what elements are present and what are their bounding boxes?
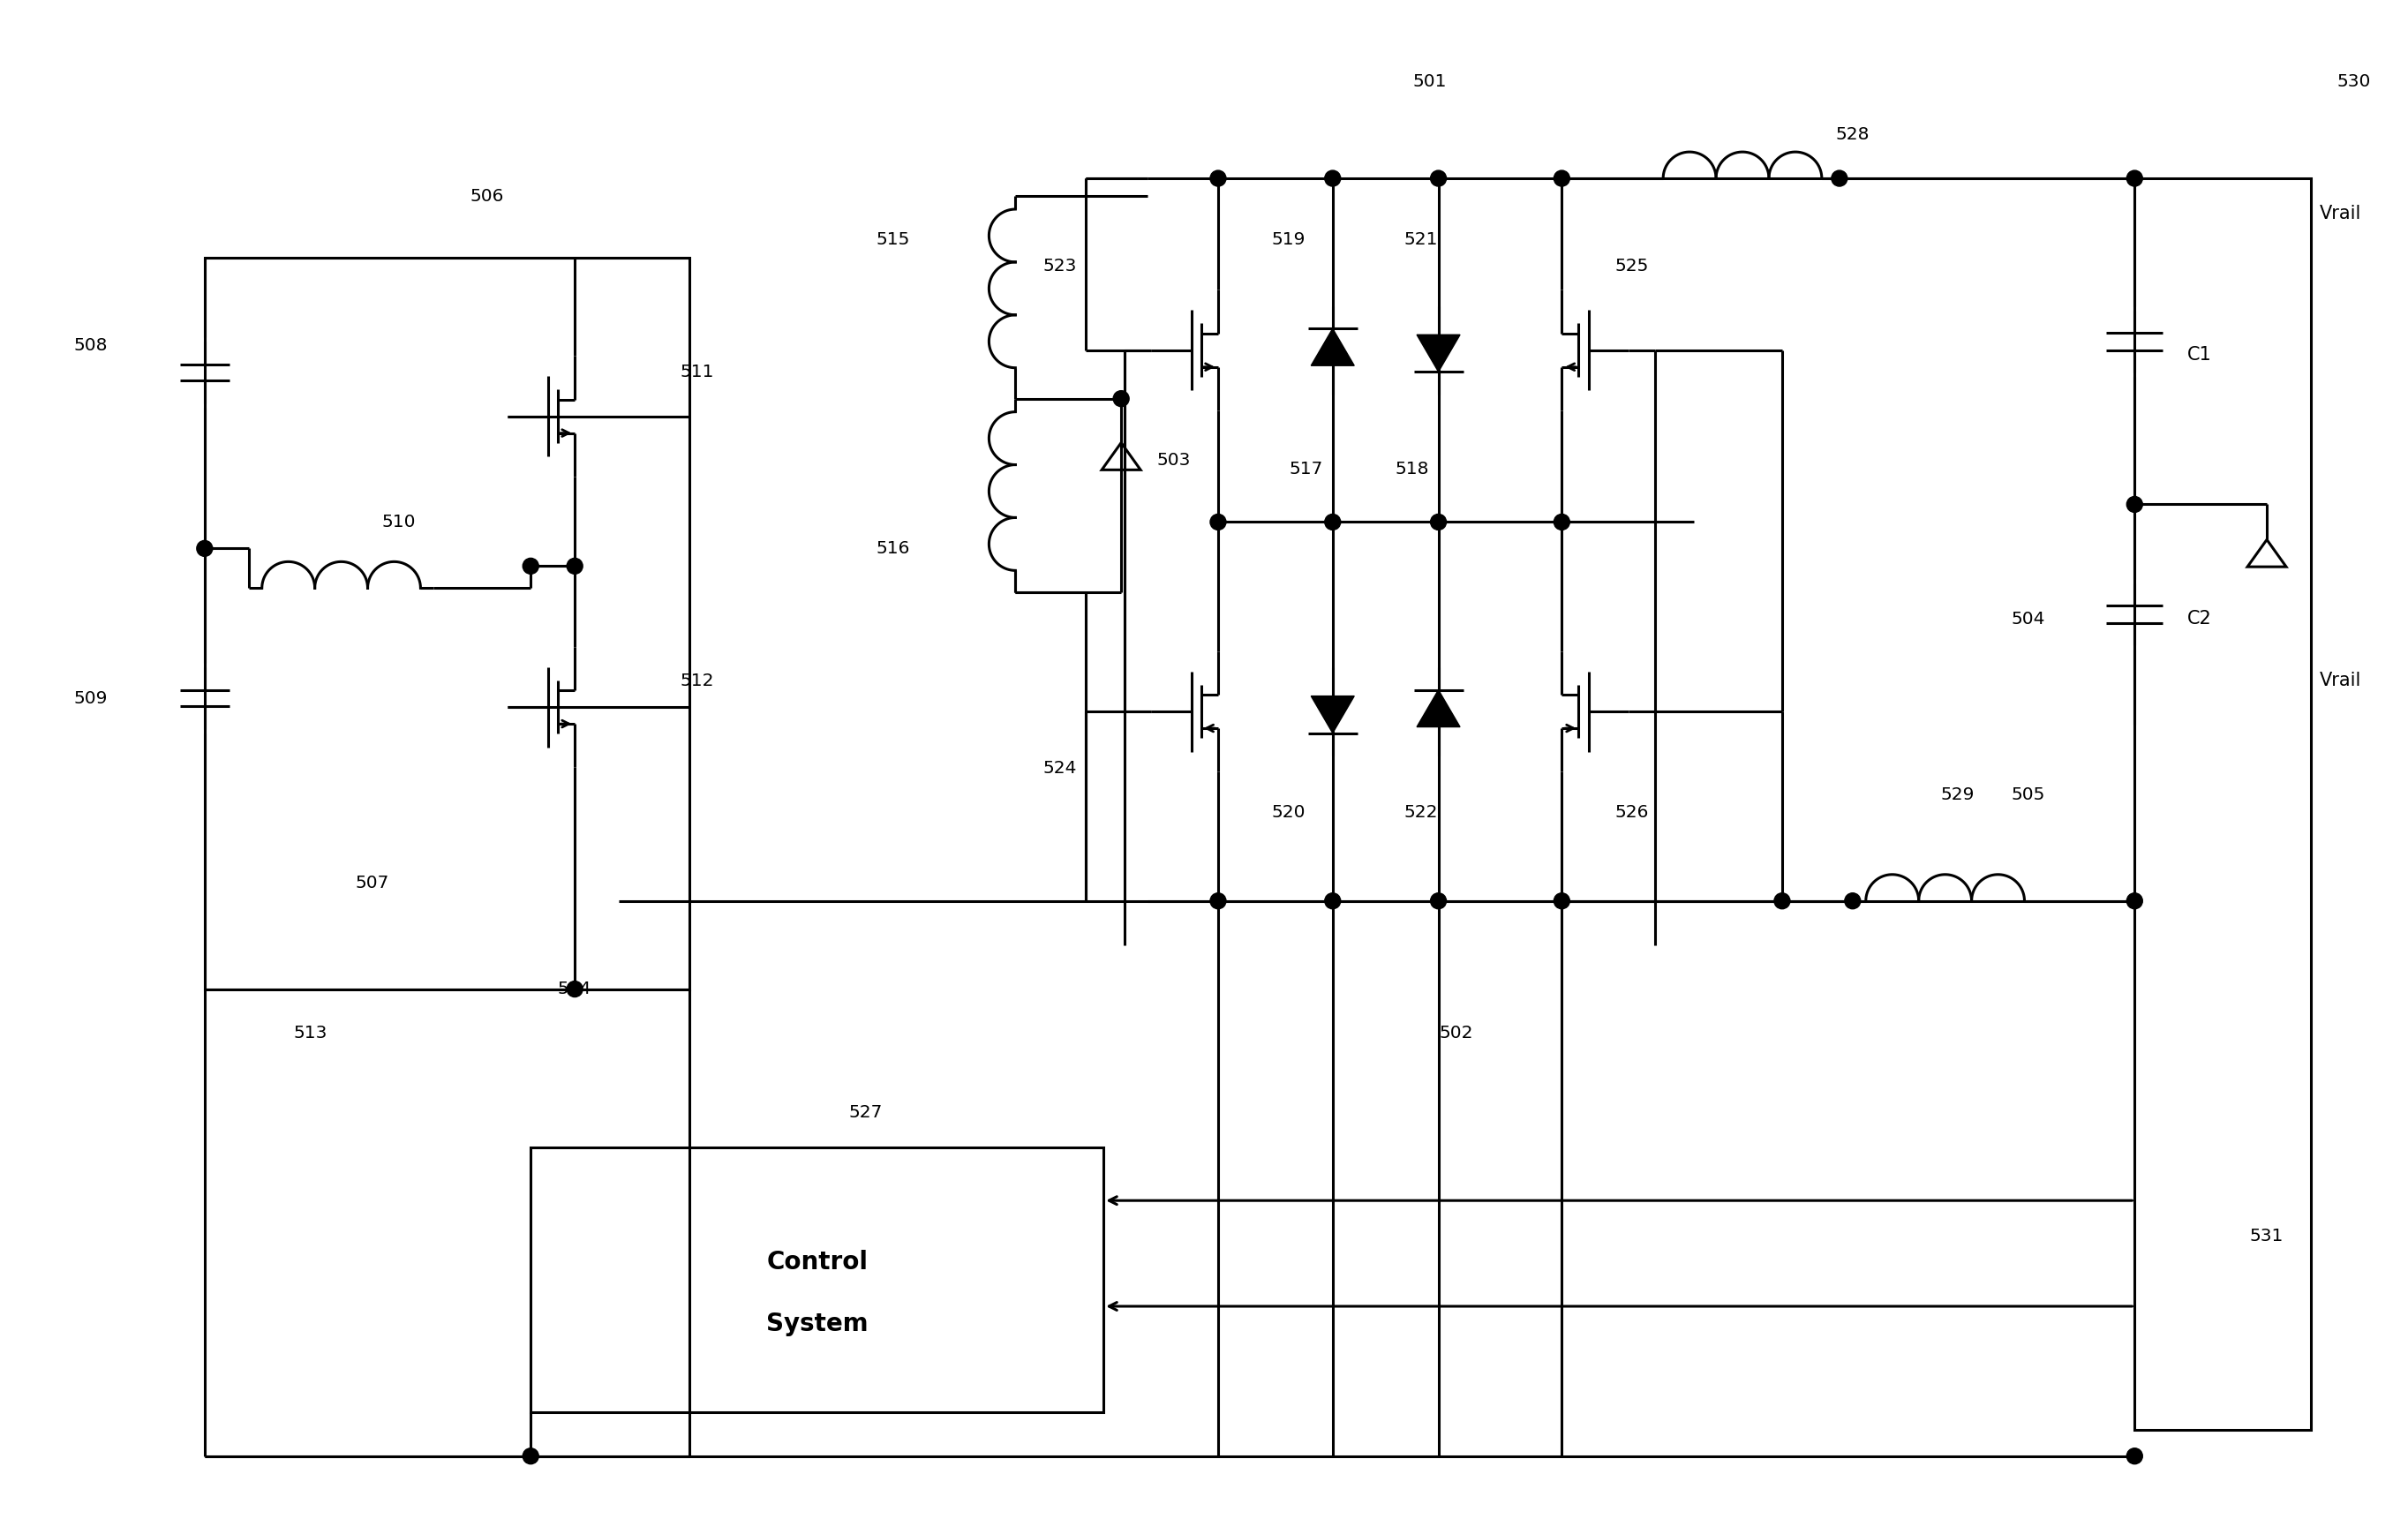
Circle shape <box>1211 893 1226 908</box>
Bar <box>530 1148 1103 1413</box>
Circle shape <box>1211 170 1226 187</box>
Text: 513: 513 <box>294 1025 327 1042</box>
Text: Vrail: Vrail <box>2319 205 2362 222</box>
Text: 514: 514 <box>559 981 592 998</box>
Circle shape <box>1832 170 1847 187</box>
Text: 528: 528 <box>1835 126 1869 143</box>
Circle shape <box>1553 893 1570 908</box>
Circle shape <box>1430 513 1447 530</box>
Circle shape <box>566 981 583 996</box>
Text: C1: C1 <box>2186 346 2213 363</box>
Text: 512: 512 <box>681 673 715 690</box>
Circle shape <box>523 557 539 574</box>
Text: 520: 520 <box>1271 805 1305 822</box>
Circle shape <box>1553 170 1570 187</box>
Text: 515: 515 <box>877 231 910 249</box>
Circle shape <box>1211 513 1226 530</box>
Circle shape <box>1324 893 1341 908</box>
Text: 509: 509 <box>75 690 108 706</box>
Text: 526: 526 <box>1616 805 1649 822</box>
Polygon shape <box>1310 328 1353 366</box>
Text: 519: 519 <box>1271 231 1305 249</box>
Bar <box>2133 178 2312 1429</box>
Polygon shape <box>1310 696 1353 734</box>
Circle shape <box>2126 1448 2143 1464</box>
Circle shape <box>1324 170 1341 187</box>
Circle shape <box>1430 893 1447 908</box>
Text: System: System <box>766 1311 869 1337</box>
Text: 522: 522 <box>1404 805 1438 822</box>
Circle shape <box>197 541 212 556</box>
Text: 511: 511 <box>681 365 715 381</box>
Text: 503: 503 <box>1156 453 1190 469</box>
Polygon shape <box>1416 334 1459 372</box>
Text: 501: 501 <box>1413 73 1447 90</box>
Text: 521: 521 <box>1404 231 1438 249</box>
Bar <box>205 258 689 989</box>
Text: 530: 530 <box>2338 73 2372 90</box>
Text: 529: 529 <box>1941 787 1975 804</box>
Circle shape <box>1430 170 1447 187</box>
Polygon shape <box>1416 690 1459 728</box>
Text: 531: 531 <box>2249 1227 2283 1244</box>
Text: 506: 506 <box>470 187 503 205</box>
Circle shape <box>1324 513 1341 530</box>
Circle shape <box>2126 497 2143 512</box>
Text: 507: 507 <box>354 875 390 892</box>
Circle shape <box>2126 893 2143 908</box>
Text: 517: 517 <box>1288 460 1322 477</box>
Text: 508: 508 <box>75 337 108 354</box>
Text: Control: Control <box>766 1250 867 1274</box>
Circle shape <box>1775 893 1789 908</box>
Text: 523: 523 <box>1043 258 1076 275</box>
Circle shape <box>523 1448 539 1464</box>
Text: 502: 502 <box>1440 1025 1474 1042</box>
Circle shape <box>1845 893 1861 908</box>
Text: 505: 505 <box>2011 787 2044 804</box>
Text: C2: C2 <box>2186 611 2213 627</box>
Circle shape <box>566 557 583 574</box>
Text: 527: 527 <box>848 1104 881 1121</box>
Text: 525: 525 <box>1616 258 1649 275</box>
Text: 524: 524 <box>1043 761 1076 778</box>
Circle shape <box>2126 170 2143 187</box>
Circle shape <box>1112 390 1129 407</box>
Text: 504: 504 <box>2011 611 2044 627</box>
Text: 516: 516 <box>877 541 910 557</box>
Text: 510: 510 <box>380 513 417 530</box>
Text: 518: 518 <box>1394 460 1428 477</box>
Circle shape <box>1553 513 1570 530</box>
Text: Vrail: Vrail <box>2319 671 2362 690</box>
